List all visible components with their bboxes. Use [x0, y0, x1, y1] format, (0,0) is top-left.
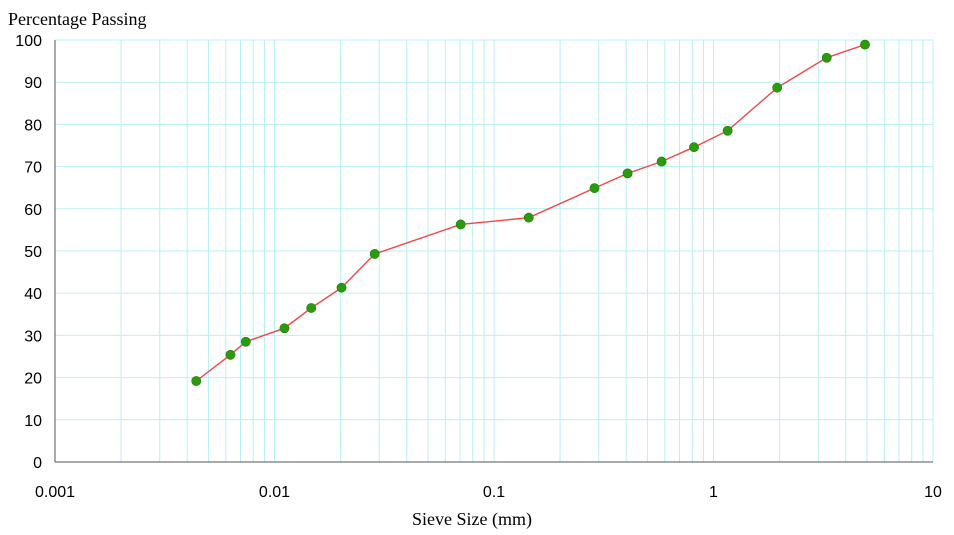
x-tick-label: 0.001 — [35, 484, 75, 501]
data-point — [279, 323, 290, 334]
data-point — [240, 336, 251, 347]
x-axis-title: Sieve Size (mm) — [412, 509, 532, 530]
data-point — [860, 39, 870, 50]
y-tick-label: 50 — [24, 244, 42, 261]
axes — [54, 40, 933, 463]
y-tick-label: 10 — [24, 413, 42, 430]
x-tick-label: 0.1 — [483, 484, 505, 501]
data-point — [689, 142, 699, 153]
y-tick-label: 30 — [24, 328, 42, 345]
y-tick-label: 70 — [24, 160, 42, 177]
data-point — [656, 156, 667, 167]
data-point — [369, 249, 380, 259]
data-point — [191, 376, 202, 386]
y-tick-label: 90 — [24, 75, 42, 92]
data-point — [772, 82, 783, 93]
data-point — [225, 349, 236, 360]
data-points — [191, 39, 870, 386]
grid-lines — [54, 39, 934, 463]
x-tick-label: 1 — [709, 484, 718, 501]
y-axis-title: Percentage Passing — [8, 9, 146, 29]
y-tick-label: 80 — [24, 117, 42, 134]
y-tick-label: 20 — [24, 371, 42, 388]
x-tick-label: 0.01 — [259, 484, 290, 501]
y-tick-label: 40 — [24, 286, 42, 303]
data-point — [306, 303, 317, 313]
data-point — [821, 52, 832, 63]
tick-labels: 0 10 20 30 40 50 60 70 80 90 100 0.001 0.01 0.1 1 10 — [15, 33, 942, 501]
x-tick-label: 10 — [924, 484, 942, 501]
data-point — [336, 282, 347, 293]
y-tick-label: 0 — [33, 455, 42, 472]
data-point — [523, 212, 534, 223]
y-tick-label: 60 — [24, 202, 42, 219]
data-point — [722, 125, 733, 136]
data-point — [622, 168, 633, 179]
data-point — [455, 219, 466, 230]
data-point — [589, 183, 600, 194]
y-tick-label: 100 — [15, 33, 42, 50]
series-line — [195, 43, 866, 382]
